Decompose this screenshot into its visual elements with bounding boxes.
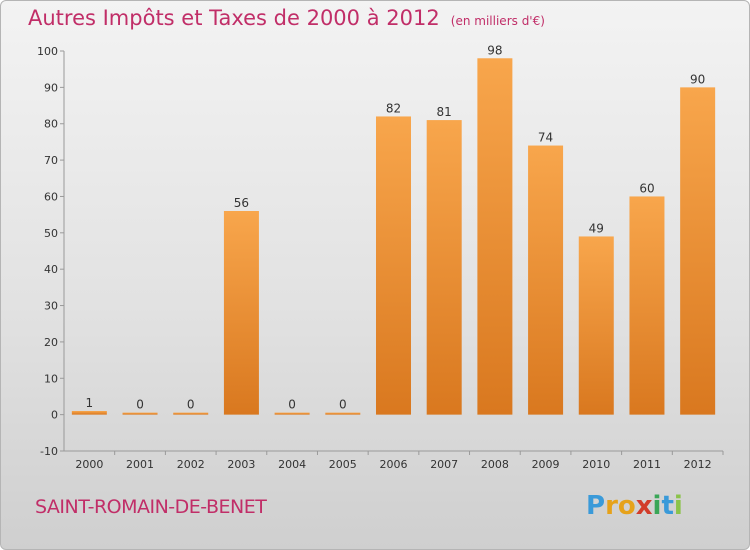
chart-title-unit: (en milliers d'€) (450, 14, 545, 28)
y-tick-label: 30 (44, 300, 58, 313)
x-tick-label: 2001 (126, 458, 154, 471)
data-label: 81 (437, 105, 452, 119)
bar (173, 412, 209, 415)
data-label: 0 (339, 398, 347, 412)
data-label: 0 (187, 398, 195, 412)
y-tick-label: 60 (44, 190, 58, 203)
data-label: 60 (639, 181, 654, 195)
logo-letter: i (673, 491, 683, 521)
bar (477, 58, 513, 415)
y-tick-label: -10 (40, 445, 58, 458)
logo-letter: P (586, 491, 606, 521)
bar (223, 211, 259, 415)
bar (274, 412, 310, 415)
x-tick-label: 2011 (633, 458, 661, 471)
bar (578, 236, 614, 415)
chart-title-main: Autres Impôts et Taxes de 2000 à 2012 (28, 6, 440, 30)
data-label: 82 (386, 101, 401, 115)
bar (426, 120, 462, 415)
proxiti-logo: Proxiti (586, 491, 683, 521)
y-tick-label: 40 (44, 263, 58, 276)
data-label: 0 (136, 398, 144, 412)
chart-title: Autres Impôts et Taxes de 2000 à 2012 (e… (28, 6, 545, 30)
logo-letter: x (635, 491, 653, 521)
bar (325, 412, 361, 415)
logo-letter: r (605, 491, 618, 521)
y-tick-label: 80 (44, 118, 58, 131)
bar (629, 196, 665, 415)
x-tick-label: 2006 (380, 458, 408, 471)
x-tick-label: 2009 (532, 458, 560, 471)
bar (680, 87, 716, 415)
x-tick-label: 2007 (430, 458, 458, 471)
bar (376, 116, 411, 415)
y-tick-label: 100 (37, 45, 58, 58)
data-label: 1 (86, 396, 94, 410)
x-tick-label: 2000 (75, 458, 103, 471)
bar (528, 145, 564, 415)
x-tick-label: 2003 (227, 458, 255, 471)
x-tick-label: 2012 (684, 458, 712, 471)
bar (71, 411, 107, 415)
y-tick-label: 0 (51, 409, 58, 422)
data-label: 49 (589, 221, 604, 235)
y-tick-label: 10 (44, 372, 58, 385)
x-tick-label: 2010 (582, 458, 610, 471)
y-tick-label: 70 (44, 154, 58, 167)
y-tick-label: 50 (44, 227, 58, 240)
data-label: 56 (234, 196, 249, 210)
logo-letter: t (661, 491, 674, 521)
logo-letter: o (617, 491, 636, 521)
x-tick-label: 2004 (278, 458, 306, 471)
logo-letter: i (652, 491, 662, 521)
x-tick-label: 2002 (177, 458, 205, 471)
x-tick-label: 2008 (481, 458, 509, 471)
y-tick-label: 90 (44, 81, 58, 94)
data-label: 74 (538, 131, 553, 145)
data-label: 0 (288, 398, 296, 412)
data-label: 98 (487, 43, 502, 57)
commune-name: SAINT-ROMAIN-DE-BENET (35, 496, 267, 518)
data-label: 90 (690, 72, 705, 86)
x-tick-label: 2005 (329, 458, 357, 471)
y-tick-label: 20 (44, 336, 58, 349)
bar (122, 412, 158, 415)
